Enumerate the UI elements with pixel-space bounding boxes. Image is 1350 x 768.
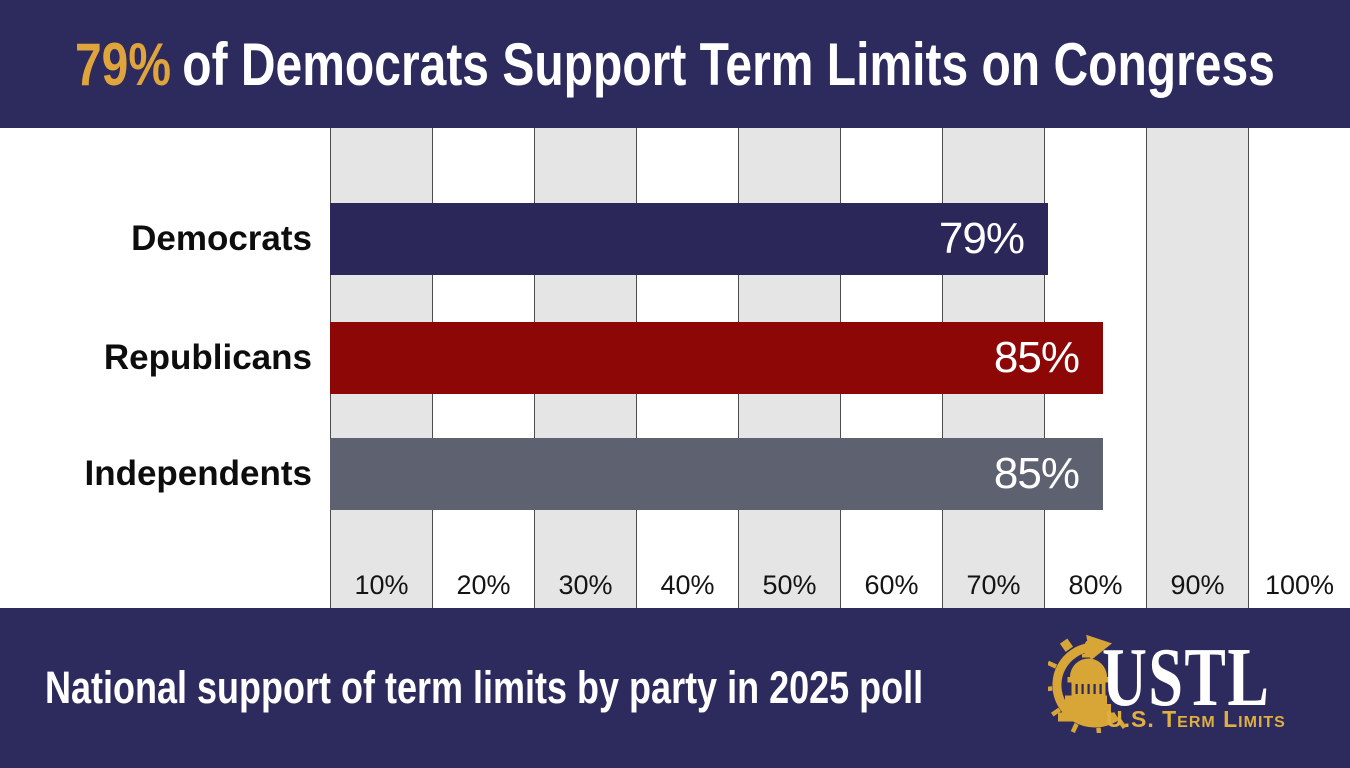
x-tick-label: 20% bbox=[456, 570, 511, 600]
grid-band: 90% bbox=[1146, 128, 1248, 608]
bar-independents: 85% bbox=[330, 438, 1103, 510]
logo-acronym: USTL bbox=[1102, 631, 1271, 724]
x-tick-label: 100% bbox=[1264, 570, 1335, 600]
title-highlight: 79% bbox=[75, 30, 172, 98]
category-label-republicans: Republicans bbox=[103, 338, 312, 377]
x-tick-label: 30% bbox=[558, 570, 613, 600]
grid-band: 100% bbox=[1248, 128, 1350, 608]
stopwatch-capitol-icon bbox=[1048, 634, 1127, 733]
bar-republicans: 85% bbox=[330, 322, 1103, 394]
x-tick-label: 60% bbox=[864, 570, 919, 600]
title-banner: 79% of Democrats Support Term Limits on C… bbox=[0, 0, 1350, 128]
chart-caption: National support of term limits by party… bbox=[45, 662, 924, 713]
x-tick-label: 70% bbox=[966, 570, 1021, 600]
x-tick-label: 80% bbox=[1068, 570, 1123, 600]
x-tick-label: 90% bbox=[1170, 570, 1225, 600]
logo-name: U.S. Term Limits bbox=[1106, 706, 1286, 732]
category-label-independents: Independents bbox=[84, 454, 312, 493]
bar-democrats: 79% bbox=[330, 203, 1048, 275]
category-label-democrats: Democrats bbox=[131, 219, 312, 258]
page-title: 79% of Democrats Support Term Limits on C… bbox=[75, 30, 1275, 99]
x-tick-label: 40% bbox=[660, 570, 715, 600]
bar-rows: Democrats 79% Republicans 85% Independents 85… bbox=[0, 128, 1350, 608]
x-tick-label: 10% bbox=[354, 570, 409, 600]
title-text: of Democrats Support Term Limits on Cong… bbox=[182, 30, 1275, 98]
ustl-logo: USTL U.S. Term Limits bbox=[1040, 608, 1350, 768]
capitol-icon bbox=[1058, 640, 1115, 722]
chart-area: 10% 20% 30% 40% 50% 60% 70% 80% 90% 100% Democrat… bbox=[0, 128, 1350, 608]
footer-banner: National support of term limits by party… bbox=[0, 608, 1350, 768]
x-tick-label: 50% bbox=[762, 570, 817, 600]
